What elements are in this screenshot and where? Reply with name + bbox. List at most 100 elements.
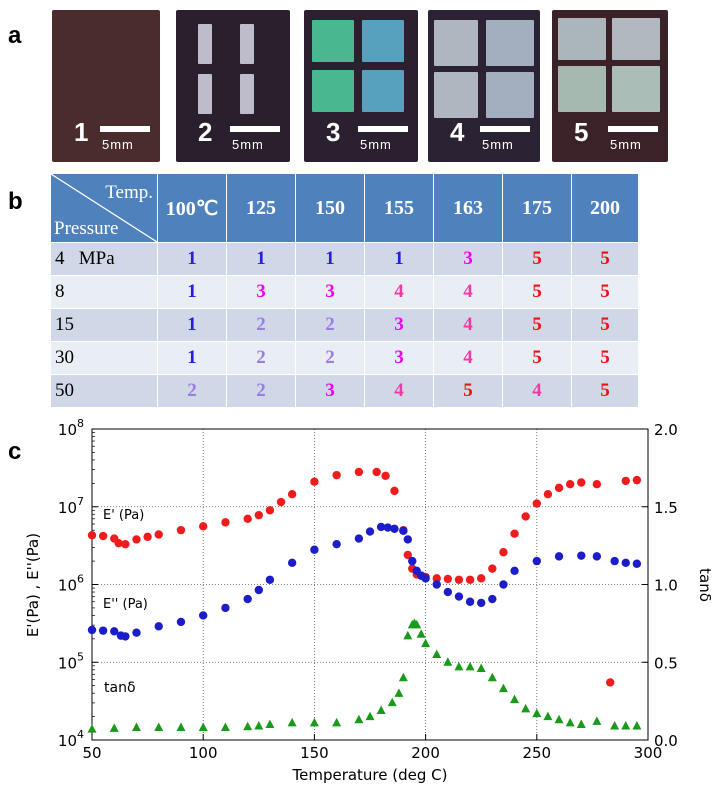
data-point (632, 559, 642, 568)
data-point (521, 703, 531, 713)
temp-header: 155 (364, 173, 434, 243)
state-cell: 4 (433, 308, 503, 342)
data-point (521, 512, 530, 521)
data-point (276, 497, 286, 507)
data-point (621, 558, 630, 568)
data-point (154, 722, 164, 732)
state-cell: 2 (226, 308, 296, 342)
sample-strip (240, 74, 254, 114)
data-point (176, 617, 186, 627)
sample-number: 3 (326, 117, 341, 147)
x-tick-label: 200 (411, 744, 440, 762)
state-cell: 5 (571, 275, 639, 309)
data-point (383, 523, 392, 532)
table-row: 30 1 2 2 3 4 5 5 (50, 341, 639, 375)
data-point (310, 477, 319, 486)
data-point (476, 663, 486, 672)
data-point (465, 575, 475, 584)
state-cell: 3 (364, 341, 434, 375)
annotation-e-double-prime: E'' (Pa) (103, 597, 148, 612)
data-point (610, 556, 619, 566)
data-point (421, 638, 431, 648)
scale-bar (358, 126, 408, 132)
data-point (131, 722, 141, 732)
sample-strip (612, 66, 660, 112)
data-point (254, 585, 263, 595)
corner-cell: Temp. Pressure (50, 173, 158, 243)
sample-strip (198, 74, 212, 114)
annotation-tan-delta: tanδ (104, 680, 136, 696)
data-point (132, 628, 141, 637)
sample-photo-1: 1 5mm (52, 10, 160, 162)
data-point (443, 587, 453, 597)
y-right-axis-label: tanδ (696, 568, 714, 602)
sample-strip (312, 20, 354, 62)
data-point (510, 529, 519, 538)
sample-photo-3: 3 5mm (304, 10, 418, 162)
y-left-axis-label: E'(Pa) , E''(Pa) (24, 533, 42, 637)
data-point (398, 672, 408, 682)
data-point (254, 721, 264, 730)
data-point (381, 471, 390, 481)
series-3 (87, 618, 642, 733)
state-cell: 2 (226, 374, 296, 408)
data-point (354, 714, 364, 724)
data-point (576, 719, 586, 728)
chart-ticks: 50 100 150 200 250 300 104 105 106 107 108 0.0 0.5 1.… (58, 417, 678, 762)
sample-number: 2 (198, 117, 213, 147)
data-point (532, 499, 541, 508)
scale-bar (608, 126, 658, 132)
data-point (443, 574, 453, 584)
table-row: 4 MPa 1 1 1 1 3 5 5 (50, 242, 639, 276)
scale-bar-label: 5mm (610, 137, 642, 152)
data-point (310, 545, 319, 554)
data-point (221, 603, 230, 613)
temp-header: 175 (502, 173, 572, 243)
series-2 (87, 522, 642, 641)
data-point (532, 556, 541, 566)
scale-bar (230, 126, 280, 132)
data-point (554, 483, 564, 493)
pressure-cell: 15 (50, 308, 158, 342)
state-cell: 5 (571, 341, 639, 375)
data-point (621, 476, 630, 486)
data-point (354, 534, 364, 543)
data-point (543, 711, 553, 721)
state-cell: 5 (502, 308, 572, 342)
plot-frame (91, 428, 649, 741)
panel-label-c: c (8, 438, 22, 465)
data-point (110, 627, 119, 636)
state-cell: 5 (502, 341, 572, 375)
data-point (477, 574, 486, 583)
data-point (399, 526, 408, 536)
state-cell: 1 (364, 242, 434, 276)
data-point (287, 490, 297, 499)
data-point (565, 479, 575, 489)
data-point (610, 721, 620, 730)
annotation-e-prime: E' (Pa) (103, 508, 144, 523)
scale-bar (480, 126, 530, 132)
data-point (488, 564, 497, 573)
state-cell: 1 (157, 242, 227, 276)
data-point (498, 683, 508, 693)
sample-number: 4 (450, 117, 465, 147)
state-cell: 2 (295, 308, 365, 342)
x-axis-label: Temperature (deg C) (291, 766, 447, 784)
data-point (443, 657, 453, 666)
x-tick-label: 50 (82, 744, 101, 762)
panel-label-b: b (8, 188, 23, 215)
data-point (365, 711, 375, 721)
state-cell: 1 (226, 242, 296, 276)
data-point (432, 649, 442, 658)
sample-strip (198, 24, 212, 64)
data-point (408, 556, 417, 566)
scale-bar-label: 5mm (482, 137, 514, 152)
data-point (87, 724, 97, 733)
data-point (454, 575, 464, 584)
dma-chart: 50 100 150 200 250 300 104 105 106 107 108 0.0 0.5 1.… (24, 417, 714, 784)
sample-strip (362, 20, 404, 62)
y-left-tick-label: 104 (58, 728, 84, 750)
panel-label-a: a (8, 22, 22, 49)
data-point (265, 719, 275, 728)
data-point (416, 629, 426, 638)
